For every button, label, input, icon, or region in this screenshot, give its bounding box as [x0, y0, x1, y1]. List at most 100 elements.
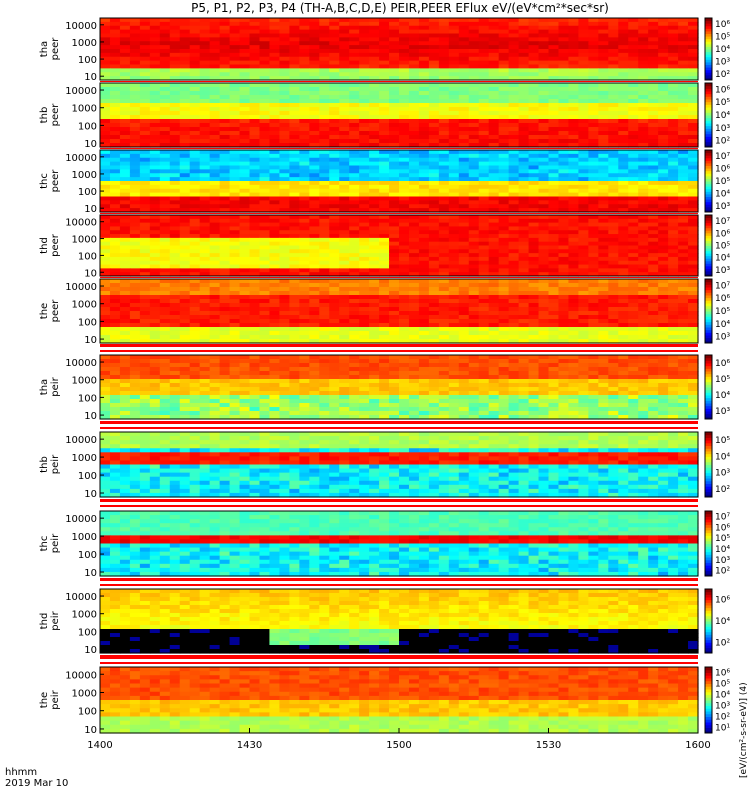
spectrogram-cell — [379, 287, 390, 292]
spectrogram-cell — [179, 323, 191, 328]
spectrogram-cell — [139, 123, 151, 128]
spectrogram-cell — [478, 99, 490, 104]
spectrogram-cell — [508, 287, 520, 292]
colorbar-segment — [705, 77, 712, 81]
spectrogram-cell — [129, 60, 141, 66]
spectrogram-cell — [578, 64, 589, 69]
spectrogram-cell — [648, 143, 659, 148]
spectrogram-cell — [478, 188, 490, 194]
spectrogram-cell — [239, 184, 251, 190]
spectrogram-cell — [289, 25, 300, 31]
spectrogram-cell — [538, 303, 550, 308]
spectrogram-cell — [339, 299, 350, 304]
spectrogram-cell — [199, 18, 211, 23]
spectrogram-cell — [179, 21, 191, 27]
spectrogram-cell — [189, 119, 201, 124]
spectrogram-cell — [309, 173, 320, 178]
spectrogram-cell — [478, 87, 490, 92]
spectrogram-cell — [458, 72, 470, 77]
spectrogram-cell — [468, 188, 480, 194]
spectrogram-cell — [259, 33, 271, 38]
spectrogram-cell — [688, 60, 699, 66]
spectrogram-cell — [109, 139, 121, 144]
spectrogram-cell — [448, 245, 460, 250]
spectrogram-cell — [329, 234, 340, 239]
spectrogram-cell — [389, 56, 400, 62]
spectrogram-cell — [119, 245, 131, 250]
spectrogram-cell — [189, 115, 201, 120]
spectrogram-cell — [329, 135, 340, 140]
spectrogram-cell — [169, 215, 181, 220]
spectrogram-cell — [538, 52, 550, 58]
spectrogram-cell — [109, 181, 121, 186]
spectrogram-cell — [638, 25, 649, 31]
spectrogram-cell — [129, 153, 141, 159]
spectrogram-cell — [229, 169, 241, 174]
spectrogram-cell — [309, 157, 320, 163]
spectrogram-cell — [399, 123, 410, 128]
spectrogram-cell — [688, 135, 699, 140]
spectrogram-cell — [349, 131, 360, 136]
spectrogram-cell — [259, 230, 271, 235]
spectrogram-cell — [149, 37, 161, 42]
spectrogram-cell — [488, 165, 500, 170]
y-tick-label: 10000 — [65, 86, 97, 97]
spectrogram-cell — [219, 237, 231, 243]
spectrogram-cell — [259, 319, 271, 324]
spectrogram-cell — [339, 56, 350, 62]
spectrogram-cell — [229, 91, 241, 96]
spectrogram-cell — [488, 215, 500, 220]
spectrogram-cell — [448, 339, 460, 344]
spectrogram-cell — [359, 311, 370, 316]
spectrogram-cell — [159, 143, 171, 148]
spectrogram-cell — [339, 127, 350, 132]
spectrogram-cell — [588, 331, 599, 336]
spectrogram-cell — [329, 60, 340, 66]
spectrogram-cell — [688, 25, 699, 31]
spectrogram-cell — [638, 135, 649, 140]
spectrogram-cell — [339, 143, 350, 148]
spectrogram-cell — [648, 177, 659, 182]
spectrogram-cell — [259, 123, 271, 128]
spectrogram-cell — [179, 111, 191, 116]
spectrogram-cell — [528, 184, 540, 190]
spectrogram-cell — [488, 119, 500, 124]
spectrogram-cell — [149, 260, 161, 266]
spectrogram-cell — [448, 331, 460, 336]
spectrogram-cell — [498, 260, 510, 266]
spectrogram-cell — [359, 291, 370, 296]
spectrogram-cell — [109, 253, 121, 258]
spectrogram-cell — [638, 68, 649, 73]
spectrogram-cell — [279, 95, 290, 100]
spectrogram-cell — [408, 64, 420, 69]
spectrogram-cell — [269, 311, 280, 316]
spectrogram-cell — [369, 196, 380, 201]
spectrogram-cell — [189, 64, 201, 69]
spectrogram-cell — [668, 283, 679, 288]
spectrogram-cell — [508, 268, 520, 273]
spectrogram-cell — [588, 260, 599, 266]
spectrogram-cell — [558, 150, 570, 155]
spectrogram-cell — [668, 303, 679, 308]
spectrogram-cell — [548, 287, 560, 292]
spectrogram-cell — [568, 21, 579, 27]
spectrogram-cell — [518, 311, 530, 316]
spectrogram-cell — [219, 200, 231, 205]
spectrogram-cell — [648, 272, 659, 277]
spectrogram-cell — [408, 139, 420, 144]
spectrogram-cell — [598, 45, 609, 50]
spectrogram-cell — [578, 123, 589, 128]
spectrogram-cell — [100, 111, 111, 116]
spectrogram-cell — [688, 153, 699, 159]
spectrogram-cell — [418, 218, 430, 224]
spectrogram-cell — [518, 260, 530, 266]
spectrogram-cell — [229, 76, 241, 81]
spectrogram-cell — [399, 127, 410, 132]
spectrogram-cell — [488, 264, 500, 269]
spectrogram-cell — [488, 103, 500, 108]
colorbar-segment — [705, 235, 712, 239]
spectrogram-cell — [538, 283, 550, 288]
spectrogram-cell — [369, 208, 380, 213]
spectrogram-cell — [538, 103, 550, 108]
spectrogram-cell — [418, 200, 430, 205]
